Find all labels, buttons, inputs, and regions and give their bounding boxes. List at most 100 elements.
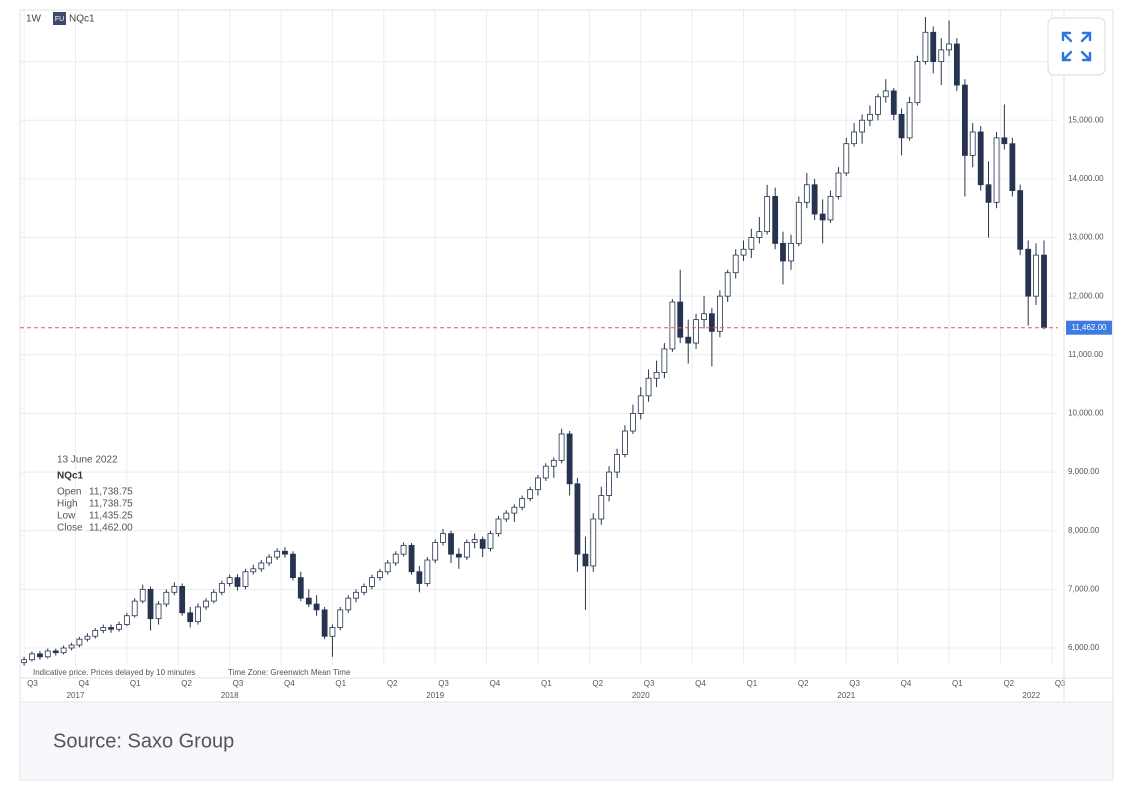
symbol-badge: FU	[55, 16, 64, 23]
candle-body	[875, 96, 881, 115]
candle-body	[139, 588, 146, 602]
info-value: 11,738.75	[89, 487, 133, 498]
candle-body	[843, 143, 850, 174]
candle-body	[748, 237, 755, 250]
candle-body	[542, 465, 549, 479]
y-tick-label: 15,000.00	[1068, 115, 1104, 124]
candle-body	[377, 571, 383, 579]
candle-body	[859, 119, 866, 133]
candle-body	[708, 313, 715, 332]
candle-body	[701, 313, 707, 321]
timezone: Time Zone: Greenwich Mean Time	[228, 668, 351, 677]
info-value: 11,435.25	[89, 511, 133, 522]
candle-body	[993, 137, 1000, 203]
candle-body	[977, 131, 984, 186]
candle-body	[321, 609, 328, 637]
x-tick-label: Q4	[490, 679, 501, 688]
candle-body	[574, 483, 581, 555]
candle-body	[155, 603, 162, 620]
y-tick-label: 12,000.00	[1068, 291, 1104, 300]
candle-body	[282, 550, 288, 555]
fullscreen-icon[interactable]	[1061, 31, 1092, 62]
candle-body	[598, 495, 605, 520]
candle-body	[416, 571, 423, 584]
candle-body	[455, 553, 462, 558]
source: Source: Saxo Group	[53, 730, 234, 752]
candle-body	[179, 586, 186, 614]
candle-body	[693, 319, 699, 344]
candle-body	[756, 231, 763, 238]
candle-body	[630, 413, 636, 432]
source-panel	[19, 701, 1114, 781]
candle-body	[811, 184, 818, 215]
x-tick-label: Q3	[644, 679, 655, 688]
candle-body	[432, 542, 439, 561]
candle-body	[519, 498, 526, 508]
x-tick-label: Q1	[130, 679, 141, 688]
candle-body	[147, 588, 154, 620]
candle-body	[290, 553, 296, 579]
timeframe[interactable]: 1W	[26, 14, 42, 25]
x-tick-label: Q2	[592, 679, 603, 688]
symbol: NQc1	[69, 14, 95, 25]
x-tick-label: Q4	[695, 679, 706, 688]
candle-body	[985, 184, 992, 203]
candle-body	[495, 518, 502, 535]
candle-body	[590, 518, 597, 567]
x-tick-label: Q1	[952, 679, 963, 688]
candle-body	[716, 295, 723, 332]
candle-body	[772, 196, 779, 244]
info-label: Close	[57, 523, 83, 534]
y-tick-label: 6,000.00	[1068, 643, 1100, 652]
candle-body	[961, 84, 968, 156]
candle-body	[511, 506, 518, 514]
candle-body	[503, 512, 510, 520]
candle-body	[819, 213, 826, 221]
candle-body	[622, 430, 628, 455]
year-label: 2017	[67, 691, 85, 700]
candle-body	[44, 650, 51, 658]
x-tick-label: Q3	[233, 679, 244, 688]
price-label: 11,462.00	[1072, 323, 1108, 332]
x-tick-label: Q3	[1055, 679, 1066, 688]
y-tick-label: 7,000.00	[1068, 584, 1100, 593]
candle-body	[116, 624, 122, 630]
candle-body	[471, 539, 478, 543]
fullscreen-button[interactable]	[1047, 17, 1106, 76]
candle-body	[685, 336, 692, 344]
candle-body	[108, 627, 114, 630]
candle-body	[479, 539, 486, 549]
candle-body	[637, 395, 644, 414]
candle-body	[882, 90, 889, 98]
candle-body	[582, 553, 589, 567]
candle-body	[52, 650, 59, 654]
y-tick-label: 14,000.00	[1068, 174, 1104, 183]
y-tick-label: 9,000.00	[1068, 467, 1100, 476]
candle-body	[645, 377, 652, 397]
candle-body	[329, 627, 336, 637]
x-tick-label: Q3	[27, 679, 38, 688]
candle-body	[92, 630, 99, 637]
x-tick-label: Q3	[849, 679, 860, 688]
fullscreen-button-box[interactable]	[1047, 17, 1106, 76]
candle-body	[187, 612, 194, 623]
candle-body	[1033, 254, 1039, 297]
candle-body	[740, 248, 747, 256]
candle-body	[890, 90, 897, 115]
y-tick-label: 8,000.00	[1068, 526, 1100, 535]
candle-body	[946, 43, 952, 51]
candle-body	[803, 184, 810, 203]
candle-body	[969, 131, 976, 156]
candle-body	[606, 471, 612, 496]
disclaimer: Indicative price. Prices delayed by 10 m…	[33, 668, 195, 677]
x-tick-label: Q4	[284, 679, 295, 688]
candle-body	[795, 201, 802, 244]
candle-body	[1009, 143, 1016, 192]
candle-body	[37, 653, 43, 658]
candle-body	[953, 43, 960, 86]
x-tick-label: Q4	[78, 679, 89, 688]
year-label: 2018	[221, 691, 239, 700]
candle-body	[131, 600, 138, 617]
candle-body	[392, 553, 399, 564]
